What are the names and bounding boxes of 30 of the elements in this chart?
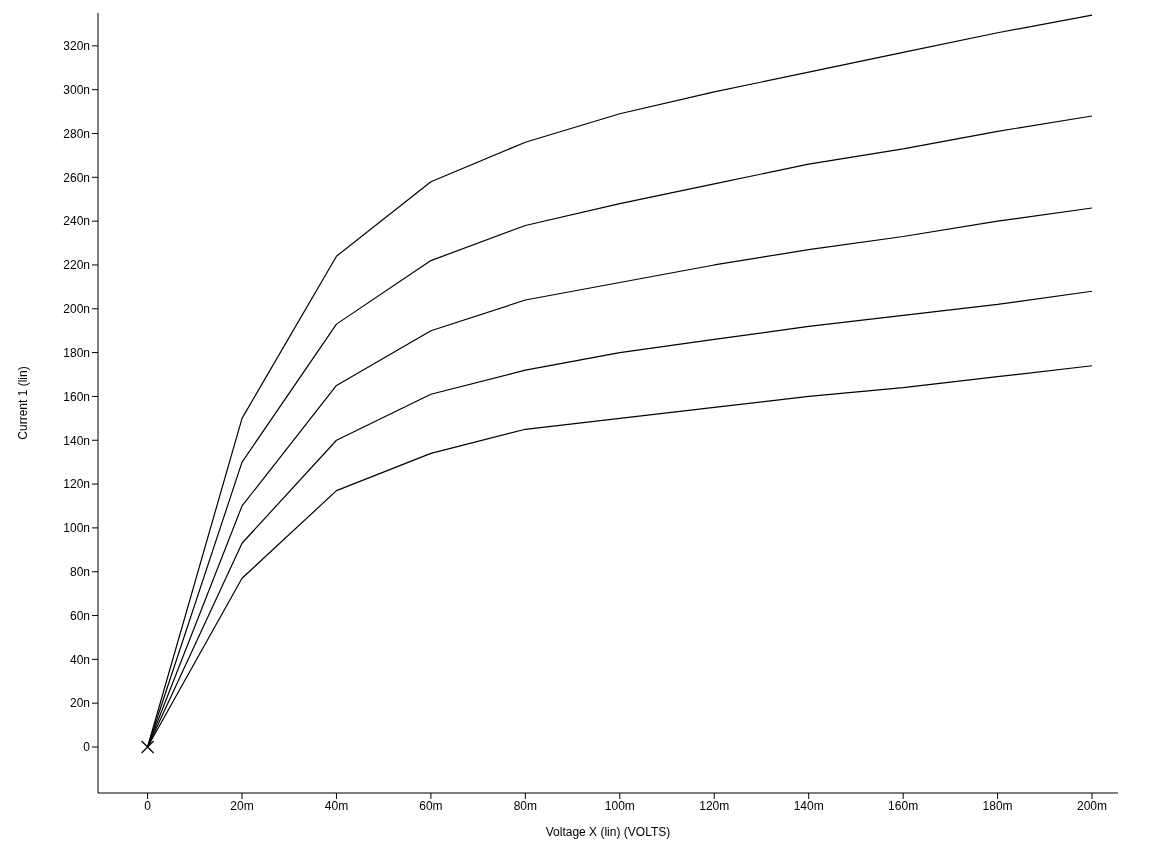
y-tick-label: 40n [69, 652, 90, 667]
x-tick-label: 160m [888, 798, 919, 813]
x-tick-label: 60m [419, 798, 443, 813]
y-tick-label: 160n [63, 389, 90, 404]
x-tick-label: 100m [604, 798, 635, 813]
y-tick-label: 260n [63, 170, 90, 185]
x-tick-label: 140m [793, 798, 824, 813]
y-tick-label: 100n [63, 521, 90, 536]
x-tick-label: 80m [513, 798, 538, 813]
y-tick-label: 200n [63, 302, 90, 317]
y-tick-label: 140n [63, 433, 90, 448]
x-tick-label: 120m [699, 798, 730, 813]
y-tick-label: 300n [63, 82, 90, 97]
x-tick-label: 180m [982, 798, 1013, 813]
x-tick-label: 20m [230, 798, 254, 813]
y-tick-label: 320n [63, 39, 90, 54]
y-tick-label: 60n [69, 608, 90, 623]
y-tick-label: 280n [63, 126, 90, 141]
y-tick-label: 0 [83, 740, 91, 755]
y-axis-title: Current 1 (lin) [16, 366, 31, 440]
x-tick-label: 200m [1077, 798, 1108, 813]
y-tick-label: 240n [63, 214, 90, 229]
x-tick-label: 0 [144, 798, 152, 813]
x-tick-label: 40m [324, 798, 349, 813]
y-tick-label: 180n [63, 345, 90, 360]
y-tick-label: 80n [69, 564, 90, 579]
y-tick-label: 20n [69, 696, 90, 711]
x-axis-title: Voltage X (lin) (VOLTS) [545, 825, 671, 839]
y-tick-label: 120n [63, 477, 90, 492]
y-tick-label: 220n [63, 258, 90, 273]
